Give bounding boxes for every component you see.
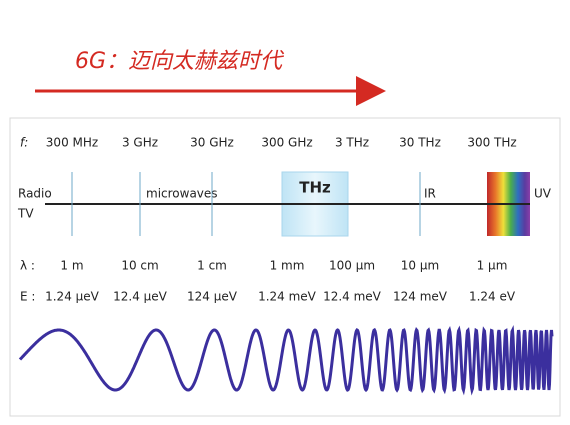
wavelength: 100 μm [329, 259, 375, 273]
energy: 12.4 μeV [113, 290, 168, 304]
wavelength: 1 cm [197, 259, 227, 273]
frequency: 30 THz [399, 136, 441, 150]
energy: 1.24 μeV [45, 290, 100, 304]
frequency: 3 THz [335, 136, 369, 150]
row-label: λ : [20, 259, 35, 273]
energy: 12.4 meV [323, 290, 382, 304]
wavelength: 1 mm [270, 259, 305, 273]
band-label: IR [424, 187, 436, 201]
energy: 1.24 eV [469, 290, 516, 304]
band-label: Radio [18, 187, 52, 201]
wavelength: 1 m [60, 259, 83, 273]
band-label: THz [299, 179, 331, 197]
wavelength: 1 μm [477, 259, 508, 273]
row-label: f: [20, 136, 28, 150]
panel [9, 117, 561, 417]
frequency: 300 THz [467, 136, 516, 150]
frequency: 3 GHz [122, 136, 158, 150]
band-label: UV [534, 187, 552, 201]
frequency: 300 MHz [46, 136, 98, 150]
row-label: E : [20, 290, 35, 304]
frequency: 30 GHz [190, 136, 234, 150]
energy: 124 meV [393, 290, 448, 304]
band-label: microwaves [146, 187, 218, 201]
wavelength: 10 cm [121, 259, 158, 273]
wavelength: 10 μm [401, 259, 439, 273]
energy: 124 μeV [187, 290, 238, 304]
band-label: TV [17, 207, 34, 221]
energy: 1.24 meV [258, 290, 317, 304]
title: 6G：迈向太赫兹时代 [75, 49, 285, 74]
frequency: 300 GHz [261, 136, 312, 150]
wave [18, 325, 554, 396]
